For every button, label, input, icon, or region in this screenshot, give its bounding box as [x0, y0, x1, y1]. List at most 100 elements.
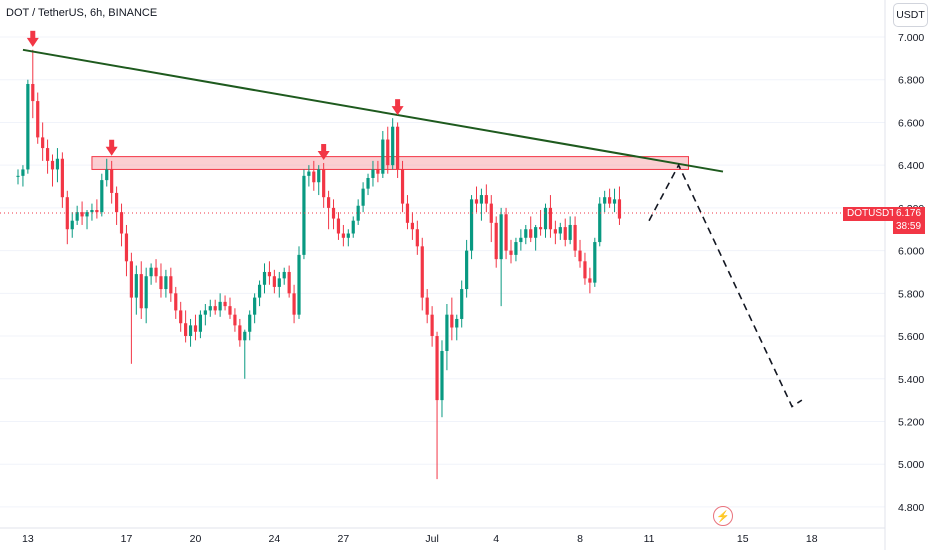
candle-body — [430, 314, 434, 337]
candle-body — [297, 254, 301, 315]
currency-button[interactable]: USDT — [893, 3, 928, 27]
time-tick-label: 20 — [190, 533, 202, 545]
candle-body — [489, 203, 493, 223]
candle-body — [474, 199, 479, 204]
price-tick-label: 5.800 — [898, 288, 924, 300]
down-arrow-icon — [109, 139, 115, 148]
candle-body — [312, 171, 316, 183]
candle-body — [460, 289, 464, 319]
candle-body — [50, 160, 55, 170]
candle-body — [509, 250, 513, 255]
candle-body — [336, 218, 341, 234]
candle-body — [341, 233, 345, 238]
price-tick-label: 4.800 — [898, 502, 924, 514]
candle-body — [248, 314, 252, 332]
price-axis[interactable]: 7.0006.8006.6006.4006.2006.0005.8005.600… — [898, 32, 924, 514]
time-tick-label: Jul — [425, 533, 438, 545]
candle-body — [144, 276, 148, 309]
candle-body — [110, 169, 114, 193]
price-tick-label: 6.800 — [898, 75, 924, 87]
price-tick-label: 5.600 — [898, 331, 924, 343]
candle-body — [31, 83, 35, 102]
candle-body — [617, 199, 622, 219]
candle-body — [174, 293, 178, 311]
candle-body — [386, 139, 390, 166]
candle-body — [45, 148, 50, 161]
chart-title: DOT / TetherUS, 6h, BINANCE — [6, 7, 158, 19]
candle-body — [440, 350, 444, 401]
candle-body — [41, 137, 45, 149]
candle-body — [455, 318, 459, 328]
candle-body — [573, 224, 577, 251]
symbol-label: DOTUSDT — [843, 207, 900, 221]
candle-body — [435, 336, 439, 401]
candle-body — [548, 207, 553, 230]
candle-body — [253, 297, 257, 315]
candle-body — [218, 301, 222, 311]
candle-body — [243, 331, 247, 341]
candle-body — [420, 246, 424, 298]
candle-body — [129, 261, 133, 298]
down-arrow-icon — [26, 37, 39, 47]
price-tick-label: 6.400 — [898, 160, 924, 172]
candle-body — [75, 212, 79, 221]
candle-body — [80, 212, 84, 217]
candlestick-series — [16, 49, 622, 480]
candle-body — [21, 169, 25, 176]
candle-body — [272, 276, 276, 287]
candle-body — [351, 220, 355, 234]
projection-path — [648, 163, 803, 408]
candle-body — [70, 220, 74, 230]
candle-body — [198, 314, 203, 332]
price-tick-label: 6.000 — [898, 246, 924, 258]
candle-body — [381, 139, 385, 174]
time-axis[interactable]: 13 17 20 24 27 Jul 4 8 11 15 18 — [22, 533, 818, 545]
candle-body — [149, 267, 153, 277]
candle-body — [159, 276, 163, 290]
candle-body — [391, 126, 395, 166]
candle-body — [558, 227, 562, 234]
candle-body — [484, 195, 488, 204]
candle-body — [479, 195, 484, 204]
candle-body — [257, 284, 262, 298]
time-tick-label: 17 — [121, 533, 133, 545]
candle-body — [119, 212, 124, 234]
bar-countdown: 38:59 — [896, 221, 922, 232]
candle-body — [543, 207, 548, 230]
down-arrow-icon — [395, 99, 401, 108]
price-tick-label: 5.000 — [898, 459, 924, 471]
time-tick-label: 24 — [269, 533, 281, 545]
candle-body — [553, 229, 557, 234]
flash-icon[interactable]: ⚡ — [713, 506, 733, 526]
candle-body — [90, 210, 94, 213]
candle-body — [568, 224, 572, 240]
candle-body — [588, 278, 592, 283]
candle-body — [164, 276, 168, 290]
candle-body — [519, 237, 523, 243]
candle-body — [603, 197, 607, 204]
candle-body — [100, 180, 104, 213]
candle-body — [499, 214, 503, 260]
price-tick-label: 5.400 — [898, 374, 924, 386]
candle-body — [134, 274, 138, 298]
down-arrow-icon — [30, 30, 36, 39]
price-tick-label: 5.200 — [898, 416, 924, 428]
candle-body — [593, 242, 597, 283]
candle-body — [410, 222, 414, 230]
candle-body — [346, 233, 350, 238]
candle-body — [356, 205, 360, 221]
candle-body — [115, 192, 119, 213]
down-arrow-icon — [105, 146, 118, 156]
candle-body — [396, 126, 400, 170]
candle-body — [415, 229, 419, 247]
candle-body — [26, 83, 30, 170]
candle-body — [208, 306, 212, 311]
candle-body — [124, 233, 129, 262]
candle-body — [203, 310, 207, 315]
resistance-zone — [91, 156, 689, 170]
candle-body — [514, 242, 518, 255]
down-arrow-icon — [317, 151, 330, 161]
candle-body — [228, 306, 232, 315]
candle-body — [262, 271, 267, 285]
